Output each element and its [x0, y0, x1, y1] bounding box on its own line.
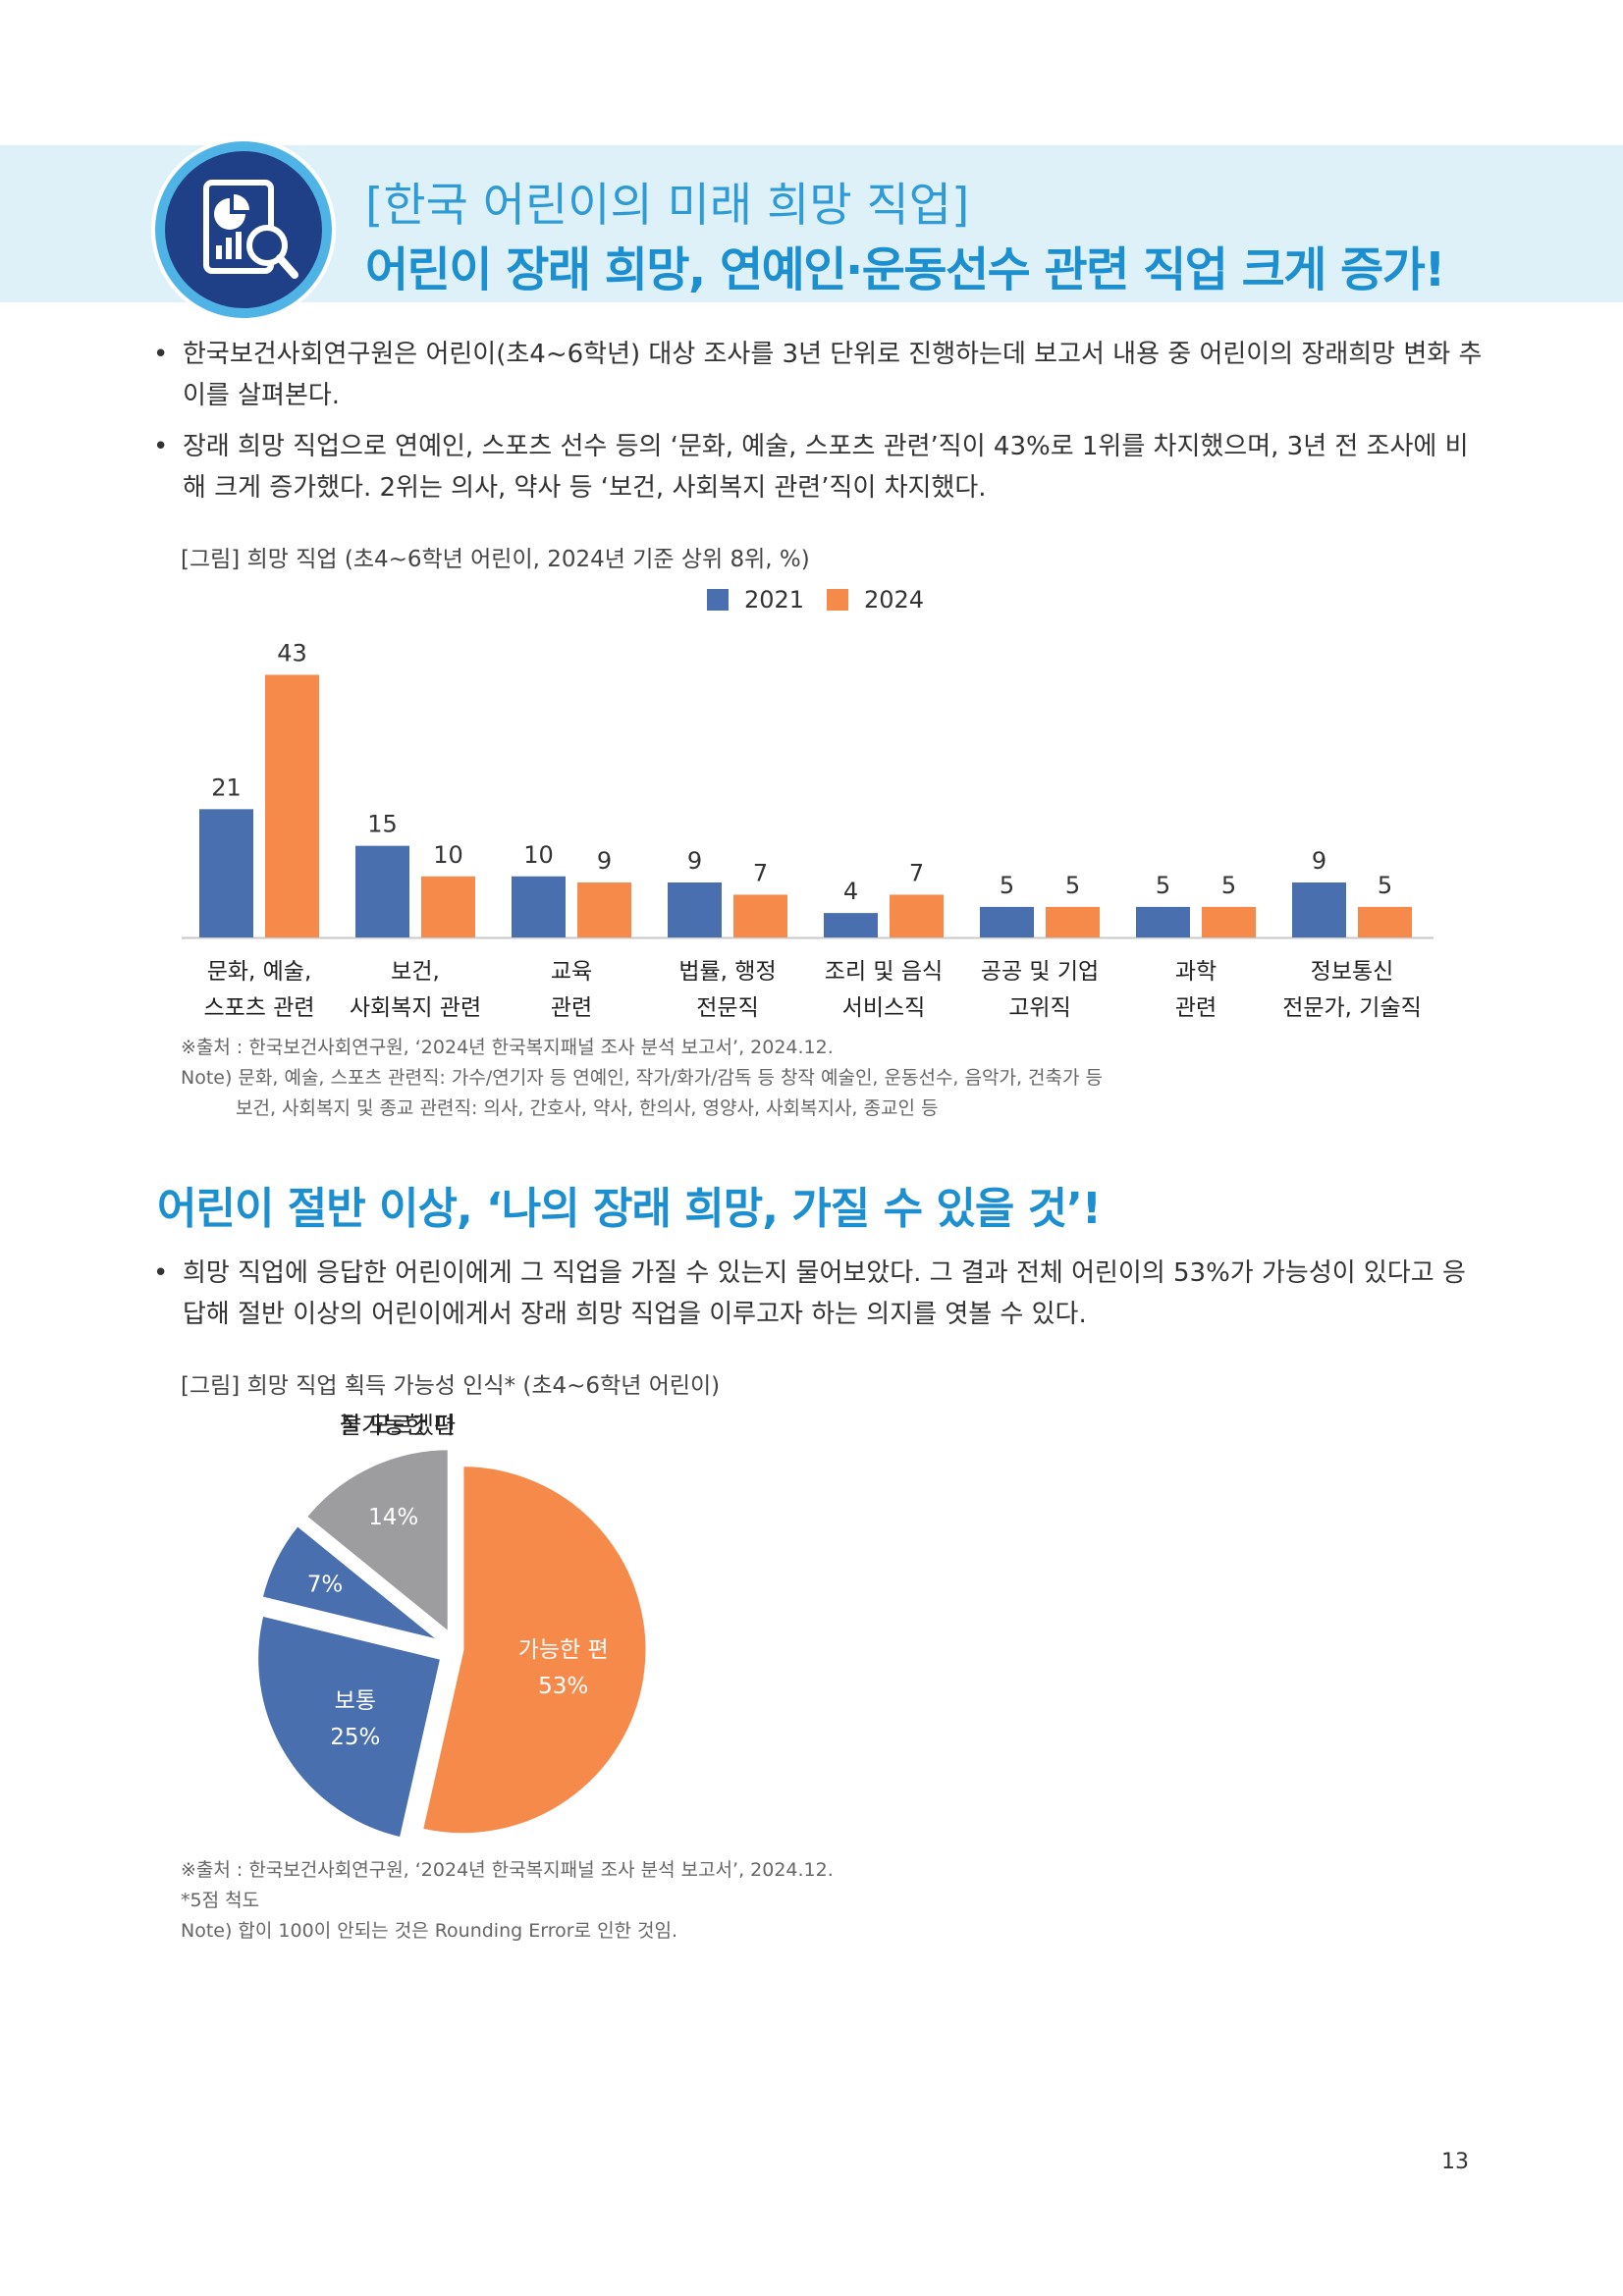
bar-2021-2 [512, 876, 566, 937]
bar-2024-7 [1358, 906, 1412, 937]
slice-value-3: 14% [368, 1505, 418, 1530]
pie-slice-0 [419, 1464, 649, 1837]
data-label-2024-4: 7 [909, 859, 924, 886]
header-title-bracket: [한국 어린이의 미래 희망 직업] [365, 179, 970, 233]
data-label-2021-5: 5 [1000, 872, 1014, 899]
category-label-1: 보건, [391, 959, 440, 985]
category-label-5: 공공 및 기업 [981, 959, 1099, 985]
slice-value-1: 25% [330, 1725, 380, 1750]
pie-chart-caption: [그림] 희망 직업 획득 가능성 인식* (초4~6학년 어린이) [181, 1373, 721, 1399]
category-label-4: 서비스직 [842, 995, 926, 1021]
data-label-2024-7: 5 [1378, 872, 1392, 899]
chart-legend: 2021 2024 [707, 586, 924, 614]
bar-2024-6 [1202, 906, 1256, 937]
bar-2021-3 [668, 882, 722, 937]
data-label-2021-6: 5 [1156, 872, 1170, 899]
bar-2021-0 [199, 809, 253, 937]
slice-label-3: 잘 모르겠다 [340, 1412, 456, 1439]
category-label-4: 조리 및 음식 [825, 959, 943, 985]
slice-value-0: 53% [538, 1674, 588, 1699]
slice-label-1: 보통 [335, 1688, 376, 1714]
bar-2024-4 [890, 894, 944, 937]
pie-chart: 가능한 편 53% 보통 25% 7% 불가능한 편 14% 잘 모르겠다 [255, 1412, 649, 1841]
category-label-7: 정보통신 [1311, 959, 1394, 985]
slice-label-2: 불가능한 편 [340, 1412, 456, 1439]
bar-2024-1 [421, 876, 475, 937]
pie-slice-3 [303, 1447, 451, 1636]
bar-2024-0 [265, 674, 319, 937]
category-label-6: 과학 [1175, 959, 1217, 985]
legend-label-2024: 2024 [864, 586, 924, 614]
data-label-2021-4: 4 [843, 878, 858, 905]
data-label-2021-2: 10 [523, 841, 554, 869]
category-label-2: 교육 [551, 959, 592, 985]
source-note: ※출처 : 한국보건사회연구원, ‘2024년 한국복지패널 조사 분석 보고서… [181, 1859, 834, 1881]
source-note: ※출처 : 한국보건사회연구원, ‘2024년 한국복지패널 조사 분석 보고서… [181, 1037, 834, 1058]
category-label-2: 관련 [551, 995, 592, 1021]
bar-chart-notes: ※출처 : 한국보건사회연구원, ‘2024년 한국복지패널 조사 분석 보고서… [181, 1033, 1103, 1124]
data-label-2024-3: 7 [753, 859, 768, 886]
slice-label-0: 가능한 편 [518, 1637, 609, 1663]
data-label-2024-0: 43 [277, 639, 307, 667]
data-label-2021-0: 21 [211, 774, 242, 801]
bullet-item: 한국보건사회연구원은 어린이(초4~6학년) 대상 조사를 3년 단위로 진행하… [149, 334, 1485, 416]
category-label-1: 사회복지 관련 [350, 995, 481, 1021]
bullet-item: 장래 희망 직업으로 연예인, 스포츠 선수 등의 ‘문화, 예술, 스포츠 관… [149, 426, 1485, 508]
data-label-2024-5: 5 [1065, 872, 1080, 899]
bar-2021-5 [980, 906, 1034, 937]
chart-search-icon [151, 137, 336, 322]
data-label-2021-3: 9 [687, 847, 702, 875]
bar-2024-2 [577, 882, 631, 937]
bar-2024-3 [733, 894, 787, 937]
data-label-2024-6: 5 [1221, 872, 1236, 899]
header-title-main: 어린이 장래 희망, 연예인·운동선수 관련 직업 크게 증가! [365, 242, 1445, 297]
data-label-2024-2: 9 [597, 847, 612, 875]
section1-bullets: 한국보건사회연구원은 어린이(초4~6학년) 대상 조사를 3년 단위로 진행하… [149, 334, 1485, 518]
category-label-3: 전문직 [696, 995, 758, 1021]
legend-swatch-2024 [827, 589, 848, 611]
section2-title: 어린이 절반 이상, ‘나의 장래 희망, 가질 수 있을 것’! [157, 1184, 1102, 1234]
data-label-2024-1: 10 [433, 841, 463, 869]
bar-2021-1 [355, 845, 409, 937]
bar-2021-6 [1136, 906, 1190, 937]
note-text: *5점 척도 [181, 1890, 260, 1911]
section2-bullets: 희망 직업에 응답한 어린이에게 그 직업을 가질 수 있는지 물어보았다. 그… [149, 1253, 1485, 1345]
legend-label-2021: 2021 [744, 586, 804, 614]
category-label-5: 고위직 [1008, 995, 1070, 1021]
slice-value-2: 7% [307, 1573, 344, 1598]
category-label-7: 전문가, 기술직 [1282, 995, 1422, 1021]
legend-swatch-2021 [707, 589, 729, 611]
bar-2024-5 [1046, 906, 1100, 937]
note-text: Note) 합이 100이 안되는 것은 Rounding Error로 인한 … [181, 1920, 678, 1942]
pie-slice-1 [255, 1613, 444, 1841]
category-label-0: 문화, 예술, [207, 959, 312, 985]
note-text: Note) 문화, 예술, 스포츠 관련직: 가수/연기자 등 연예인, 작가/… [181, 1067, 1103, 1089]
category-label-3: 법률, 행정 [678, 959, 776, 985]
bar-2021-7 [1292, 882, 1346, 937]
note-text: 보건, 사회복지 및 종교 관련직: 의사, 간호사, 약사, 한의사, 영양사… [236, 1097, 939, 1119]
pie-chart-notes: ※출처 : 한국보건사회연구원, ‘2024년 한국복지패널 조사 분석 보고서… [181, 1855, 834, 1947]
data-label-2021-7: 9 [1312, 847, 1326, 875]
category-label-6: 관련 [1175, 995, 1217, 1021]
bullet-item: 희망 직업에 응답한 어린이에게 그 직업을 가질 수 있는지 물어보았다. 그… [149, 1253, 1485, 1335]
bar-chart: 2021 2024 21 43 문화, 예술, 스포츠 관련 15 10 보건, 사회복지 관련 1… [182, 586, 1434, 1021]
pie-slice-2 [259, 1522, 442, 1643]
category-label-0: 스포츠 관련 [203, 995, 314, 1021]
bar-2021-4 [824, 913, 878, 937]
data-label-2021-1: 15 [367, 811, 398, 838]
page-number: 13 [1441, 2150, 1469, 2174]
bar-chart-caption: [그림] 희망 직업 (초4~6학년 어린이, 2024년 기준 상위 8위, … [181, 547, 810, 572]
